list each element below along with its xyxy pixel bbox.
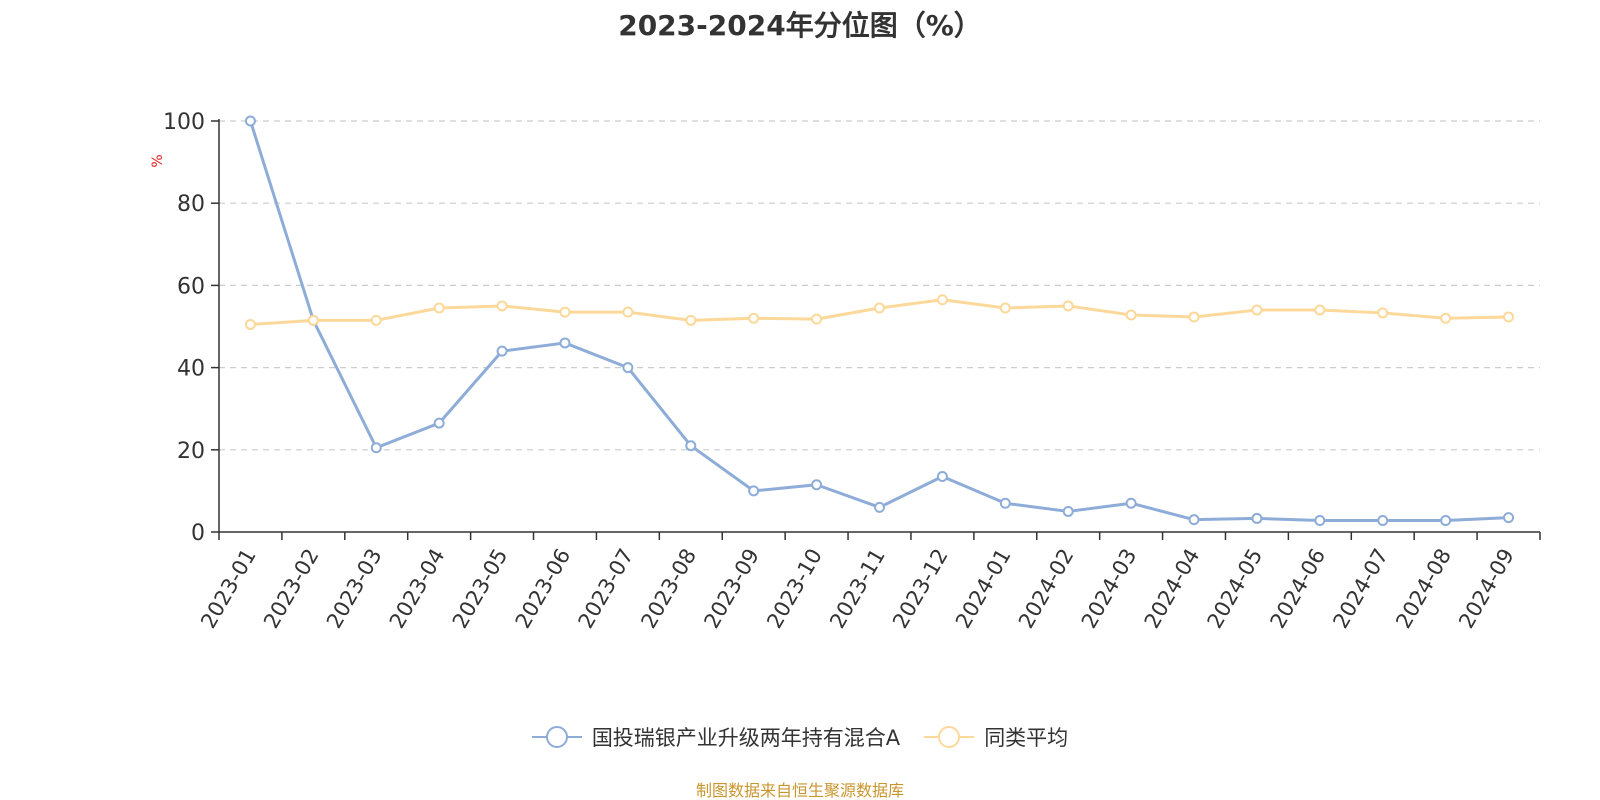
x-tick-label: 2024-01	[951, 545, 1016, 633]
data-point	[1377, 307, 1389, 319]
data-point	[874, 501, 885, 513]
data-point	[811, 479, 823, 491]
y-tick-label: 20	[177, 439, 205, 464]
line-chart: 020406080100%2023-012023-022023-032023-0…	[150, 110, 1541, 633]
data-point	[685, 314, 697, 326]
legend-marker-average	[924, 726, 975, 748]
axes: 020406080100%2023-012023-022023-032023-0…	[150, 110, 1541, 633]
data-point	[685, 440, 697, 452]
series-line-0	[249, 120, 1509, 522]
data-point	[999, 497, 1011, 509]
data-point	[244, 318, 256, 330]
x-tick-label: 2023-12	[888, 545, 953, 633]
data-point	[874, 302, 885, 314]
data-point	[1125, 309, 1137, 321]
data-point	[433, 302, 445, 314]
data-point	[622, 362, 634, 374]
data-point	[1188, 514, 1200, 526]
x-tick-label: 2024-07	[1328, 545, 1393, 633]
data-point	[748, 485, 760, 497]
data-point	[1503, 512, 1515, 524]
x-tick-label: 2023-01	[196, 545, 261, 633]
x-tick-label: 2024-08	[1391, 545, 1456, 633]
data-point	[1125, 497, 1137, 509]
x-tick-label: 2023-11	[825, 545, 890, 633]
legend: 国投瑞银产业升级两年持有混合A 同类平均	[0, 722, 1600, 752]
x-tick-label: 2023-08	[636, 545, 701, 633]
x-tick-label: 2024-04	[1140, 545, 1205, 633]
data-point	[1314, 304, 1326, 316]
y-axis-label: %	[150, 154, 166, 167]
series	[244, 115, 1515, 526]
legend-label-average: 同类平均	[984, 726, 1069, 750]
x-tick-label: 2024-03	[1077, 545, 1142, 633]
data-point	[1314, 514, 1326, 526]
data-point	[496, 345, 508, 357]
data-point	[1503, 311, 1515, 323]
legend-item-average[interactable]: 同类平均	[924, 722, 1068, 752]
x-tick-label: 2023-07	[574, 545, 639, 633]
x-tick-label: 2024-06	[1266, 545, 1331, 633]
x-tick-label: 2023-02	[259, 545, 324, 633]
data-point	[244, 115, 256, 127]
chart-title: 2023-2024年分位图（%）	[618, 9, 982, 42]
legend-label-fund: 国投瑞银产业升级两年持有混合A	[591, 726, 901, 750]
y-tick-label: 60	[177, 274, 205, 299]
data-point	[1062, 300, 1074, 312]
x-tick-label: 2023-10	[762, 545, 827, 633]
x-tick-label: 2023-04	[385, 545, 450, 633]
source-footer: 制图数据来自恒生聚源数据库	[695, 781, 904, 800]
data-point	[936, 471, 948, 483]
data-point	[936, 294, 948, 306]
x-tick-label: 2024-09	[1454, 545, 1519, 633]
data-point	[496, 300, 508, 312]
y-tick-label: 0	[191, 521, 205, 546]
gridlines	[219, 120, 1540, 451]
data-point	[1062, 505, 1074, 517]
y-tick-label: 80	[177, 192, 205, 217]
data-point	[559, 306, 571, 318]
data-point	[559, 337, 571, 349]
x-tick-label: 2024-02	[1014, 545, 1079, 633]
data-point	[622, 306, 634, 318]
data-point	[748, 312, 760, 324]
x-tick-label: 2023-09	[699, 545, 764, 633]
legend-marker-fund	[531, 726, 582, 748]
x-tick-label: 2024-05	[1203, 545, 1268, 633]
data-point	[1377, 514, 1389, 526]
data-point	[1440, 312, 1452, 324]
data-point	[811, 313, 823, 325]
y-tick-label: 40	[177, 357, 205, 382]
data-point	[1440, 514, 1452, 526]
x-tick-label: 2023-03	[322, 545, 387, 633]
data-point	[1251, 512, 1263, 524]
data-point	[433, 417, 445, 429]
x-tick-label: 2023-05	[448, 545, 513, 633]
data-point	[1188, 311, 1200, 323]
legend-item-fund[interactable]: 国投瑞银产业升级两年持有混合A	[531, 722, 901, 752]
data-point	[1251, 304, 1263, 316]
data-point	[370, 442, 382, 454]
data-point	[307, 314, 319, 326]
y-tick-label: 100	[163, 110, 205, 135]
data-point	[999, 302, 1011, 314]
x-tick-label: 2023-06	[511, 545, 576, 633]
data-point	[370, 314, 382, 326]
